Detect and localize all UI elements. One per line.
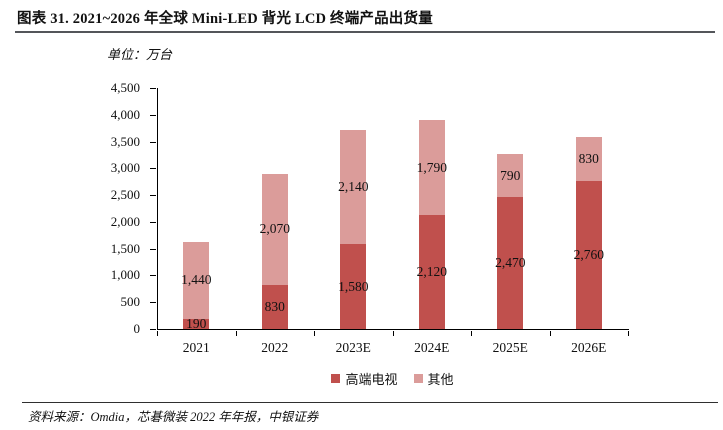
chart-legend: 高端电视 其他: [157, 369, 628, 388]
bar-segment: [418, 215, 445, 329]
y-axis-label: 500: [120, 294, 141, 310]
bar-value-label: 790: [500, 167, 521, 183]
bar-segment: [575, 181, 602, 329]
bar-value-label: 2,140: [338, 179, 369, 195]
x-axis-tick: [235, 330, 237, 336]
legend-item: 高端电视: [331, 369, 398, 388]
legend-swatch: [413, 374, 423, 383]
bar-segment: [340, 129, 367, 245]
legend-label: 高端电视: [345, 372, 398, 387]
bar-segment: [183, 241, 210, 319]
y-axis-label: 3,500: [110, 133, 140, 149]
bar-value-label: 1,440: [181, 272, 212, 288]
x-axis-label: 2022: [261, 340, 289, 355]
bar-value-label: 2,070: [259, 221, 290, 237]
bar-segment: [261, 284, 288, 329]
legend-label: 其他: [427, 372, 454, 387]
source-note: 资料来源：Omdia，芯碁微装 2022 年年报，中银证券: [28, 410, 319, 424]
y-axis-label: 1,000: [110, 267, 140, 283]
x-axis-tick: [157, 330, 158, 336]
y-axis-label: 1,500: [110, 240, 140, 256]
y-axis-label: 0: [133, 321, 141, 336]
y-axis-label: 2,500: [110, 187, 140, 203]
bar-segment: [261, 173, 288, 285]
source-divider: [22, 402, 718, 403]
y-axis-tick: [150, 221, 156, 223]
bar-segment: [183, 318, 210, 329]
y-axis-label: 4,500: [110, 80, 140, 95]
y-axis-label: 3,000: [110, 160, 140, 176]
y-axis-label: 4,000: [110, 106, 140, 122]
x-axis-tick: [549, 330, 551, 336]
bar-value-label: 2,470: [495, 254, 526, 270]
x-axis-label: 2025E: [492, 340, 528, 355]
unit-label: 单位：万台: [107, 47, 173, 62]
title-divider: [15, 31, 715, 33]
y-axis-tick: [150, 275, 156, 277]
y-axis-tick: [150, 248, 156, 250]
figure-title: 图表 31. 2021~2026 年全球 Mini-LED 背光 LCD 终端产…: [17, 11, 433, 27]
y-axis-tick: [150, 141, 156, 143]
x-axis-tick: [392, 330, 394, 336]
bar-value-label: 190: [186, 315, 207, 331]
x-axis-label: 2026E: [571, 340, 607, 355]
y-axis-tick: [150, 168, 156, 170]
plot-area: [157, 88, 629, 330]
bar-segment: [497, 196, 524, 329]
x-axis-tick: [471, 330, 472, 336]
bar-value-label: 2,760: [573, 247, 604, 263]
legend-item: 其他: [413, 369, 454, 388]
legend-swatch: [331, 374, 341, 383]
y-axis-label: 2,000: [110, 213, 140, 229]
bar-value-label: 1,790: [416, 159, 447, 175]
y-axis-tick: [150, 329, 156, 330]
bar-value-label: 2,120: [416, 264, 447, 280]
y-axis-tick: [150, 302, 156, 304]
bar-value-label: 1,580: [338, 278, 369, 294]
x-axis-label: 2023E: [335, 340, 371, 355]
bar-segment: [418, 119, 445, 216]
y-axis-tick: [150, 88, 156, 89]
bar-value-label: 830: [264, 298, 285, 314]
bar-segment: [497, 154, 524, 197]
bar-segment: [340, 244, 367, 329]
bar-segment: [575, 136, 602, 182]
y-axis-tick: [150, 114, 156, 116]
bar-value-label: 830: [578, 150, 599, 166]
y-axis-tick: [150, 195, 156, 197]
x-axis-tick: [628, 330, 629, 336]
x-axis-label: 2024E: [414, 340, 450, 355]
x-axis-tick: [314, 330, 315, 336]
x-axis-label: 2021: [182, 340, 210, 355]
